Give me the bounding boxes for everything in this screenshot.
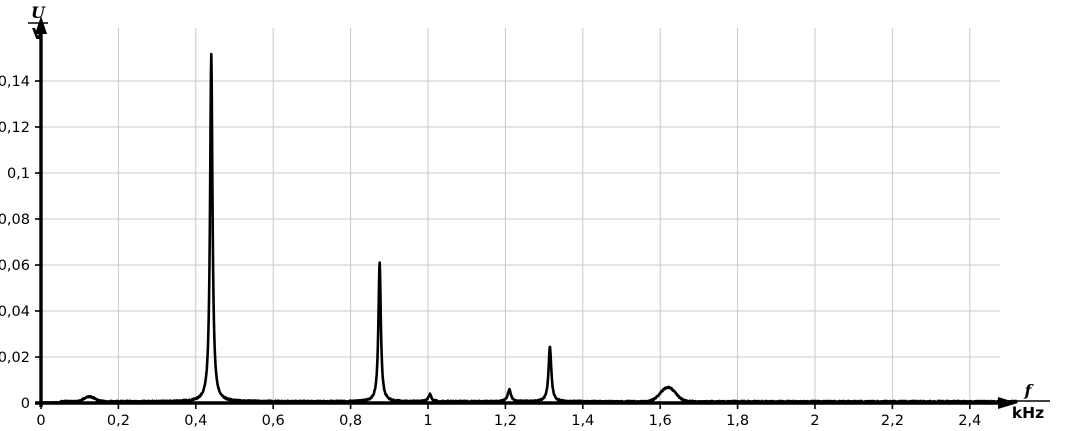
y-axis [35, 16, 47, 407]
y-axis-variable: U [31, 3, 46, 22]
y-tick-label: 0,12 [0, 120, 30, 136]
x-tick-label: 2 [810, 413, 819, 429]
x-axis-variable: f [1024, 381, 1035, 400]
x-tick-label: 0,8 [339, 413, 362, 429]
x-tick-label: 1,4 [571, 413, 594, 429]
x-tick-label: 1,6 [649, 413, 672, 429]
y-tick-labels: 0 0,02 0,04 0,06 0,08 0,1 0,12 0,14 [0, 74, 30, 412]
x-tick-label: 1,8 [726, 413, 749, 429]
x-tick-label: 2,4 [958, 413, 981, 429]
x-tick-label: 0,4 [184, 413, 207, 429]
spectrum-curve [39, 52, 1018, 405]
y-axis-arrow [35, 16, 47, 34]
x-tick-label: 0,6 [262, 413, 285, 429]
y-tick-label: 0,02 [0, 350, 30, 366]
y-tick-label: 0,1 [7, 166, 30, 182]
spectrum-trace [39, 52, 1018, 405]
x-tick-label: 1,2 [494, 413, 517, 429]
y-axis-unit: V [32, 25, 44, 43]
x-tick-label: 0,2 [107, 413, 130, 429]
y-tick-label: 0,14 [0, 74, 30, 90]
y-axis-label: U V [28, 3, 48, 43]
y-tick-label: 0,06 [0, 258, 30, 274]
x-axis-unit: kHz [1012, 404, 1044, 422]
y-tick-label: 0,08 [0, 212, 30, 228]
y-tick-label: 0,04 [0, 304, 30, 320]
x-axis-label: f kHz [1006, 381, 1050, 422]
y-tick-label: 0 [21, 396, 30, 412]
grid-lines [41, 28, 1000, 403]
x-tick-label: 2,2 [881, 413, 904, 429]
x-tick-labels: 0 0,2 0,4 0,6 0,8 1 1,2 1,4 1,6 1,8 2 2,2 2,4 [36, 413, 981, 429]
x-tick-label: 1 [423, 413, 432, 429]
x-tick-label: 0 [36, 413, 45, 429]
